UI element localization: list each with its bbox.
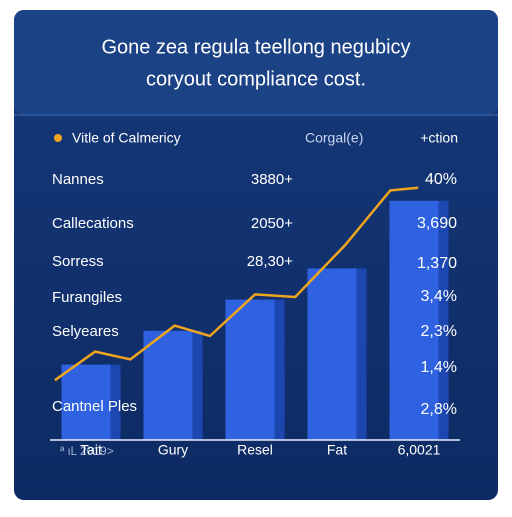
row-value: 28,30+ [247, 253, 294, 270]
bar-side [274, 299, 285, 440]
bar-side [356, 268, 367, 440]
card [14, 10, 498, 500]
bar [61, 364, 111, 440]
footer: ª ιL 2019> [60, 444, 114, 458]
row-label: Sorress [52, 253, 104, 270]
x-tick-label: 6,0021 [398, 442, 441, 458]
bar [143, 330, 193, 440]
x-tick-label: Gury [158, 442, 188, 458]
line [54, 186, 419, 382]
row-label: Furangiles [52, 289, 122, 306]
right-value: 40% [425, 171, 457, 188]
bar-side [192, 330, 203, 440]
row-value: 2050+ [251, 215, 293, 232]
x-tick-label: Resel [237, 442, 273, 458]
bar-side [110, 364, 121, 440]
right-value: 1,370 [417, 255, 457, 272]
right-value: 1,4% [421, 359, 457, 376]
bar [225, 299, 275, 440]
row-label: Selyeares [52, 323, 119, 340]
right-value: 3,4% [421, 288, 457, 305]
bar [307, 268, 357, 440]
column-header: +ction [420, 130, 458, 146]
x-tick-label: Tait [80, 442, 102, 458]
right-value: 2,8% [421, 401, 457, 418]
column-header: Corgal(e) [305, 130, 363, 146]
legend-label: Vitle of Calmericy [72, 130, 181, 146]
title-line: Gone zea regula teellong negubicy [101, 36, 410, 58]
right-value: 3,690 [417, 215, 457, 232]
legend-marker [54, 134, 62, 142]
title-line: coryout compliance cost. [146, 68, 366, 90]
right-value: 2,3% [421, 323, 457, 340]
bar [389, 200, 439, 440]
x-tick-label: Fat [327, 442, 347, 458]
title-panel [14, 10, 498, 115]
row-label: Cantnel Ples [52, 398, 137, 415]
row-label: Nannes [52, 171, 104, 188]
bar-side [438, 200, 449, 440]
row-label: Callecations [52, 215, 134, 232]
row-value: 3880+ [251, 171, 293, 188]
